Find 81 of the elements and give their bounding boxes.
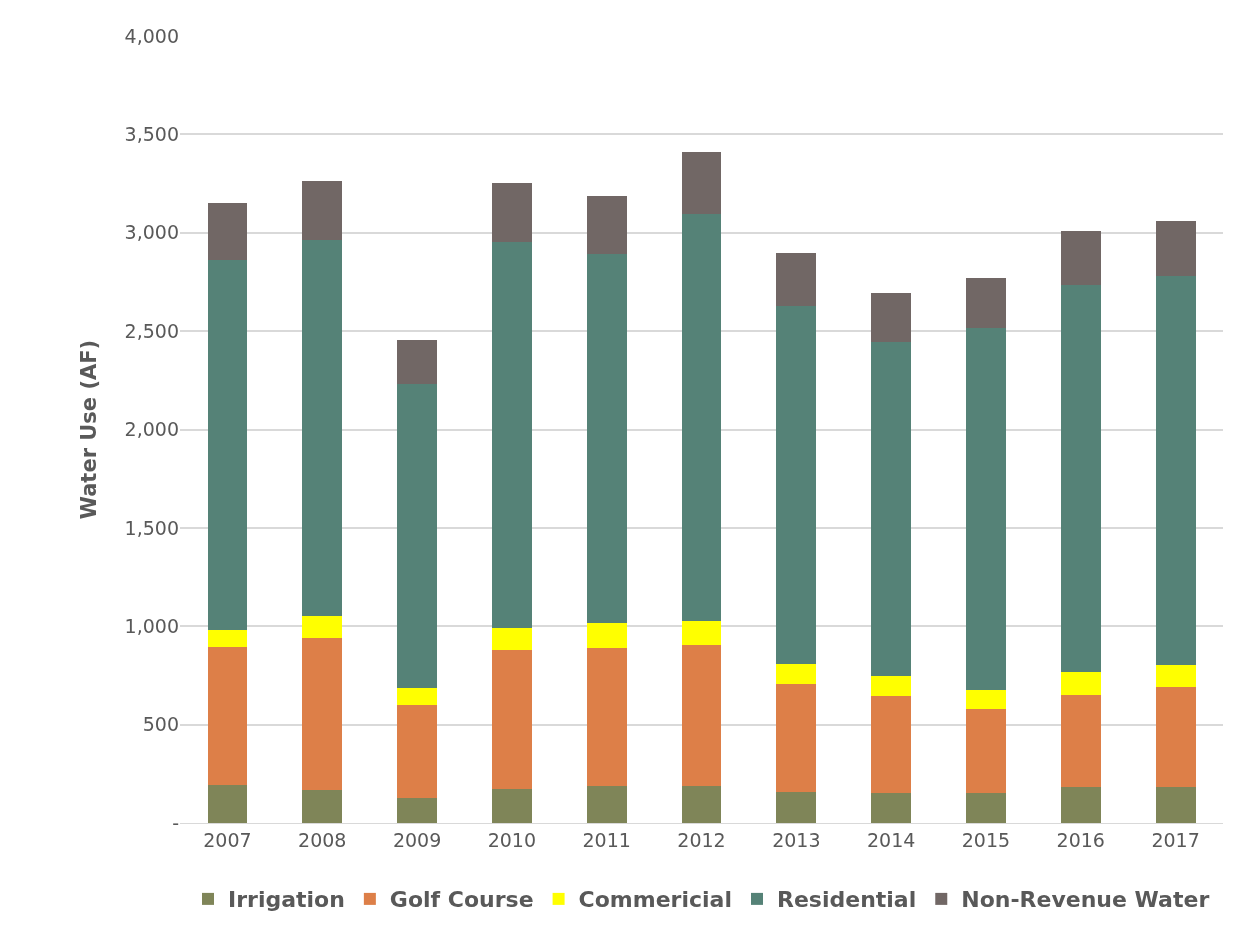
bar <box>871 696 912 794</box>
bar <box>397 339 437 385</box>
y-tick-label: 1,500 <box>124 516 179 539</box>
bar <box>207 646 248 785</box>
bar <box>776 791 817 823</box>
y-tick-label: 3,000 <box>124 221 179 244</box>
bar <box>1060 230 1101 285</box>
bar <box>397 688 437 705</box>
bar <box>586 196 627 255</box>
bar <box>1155 220 1196 277</box>
bar <box>681 152 722 215</box>
bar <box>586 623 627 648</box>
bar <box>776 663 817 685</box>
bar <box>871 793 912 823</box>
bar <box>397 704 437 799</box>
bar <box>302 616 343 639</box>
bar <box>966 708 1006 794</box>
bar <box>491 788 532 823</box>
x-tick-label: 2011 <box>582 828 631 851</box>
x-tick-label: 2007 <box>203 828 252 851</box>
bar <box>966 278 1006 329</box>
bar <box>1155 687 1196 787</box>
bar <box>1155 664 1196 688</box>
legend-label: Commericial <box>578 887 732 913</box>
bar <box>776 253 817 306</box>
bar <box>1155 786 1196 823</box>
bar <box>1060 284 1101 672</box>
bar <box>302 180 343 240</box>
bar <box>586 647 627 786</box>
bar <box>207 784 248 823</box>
legend-label: Irrigation <box>228 887 345 913</box>
bar <box>871 676 912 697</box>
bar <box>491 241 532 629</box>
bar <box>966 793 1006 823</box>
x-tick-label: 2013 <box>772 828 821 851</box>
bar <box>681 214 722 622</box>
bar <box>302 239 343 617</box>
bar <box>871 292 912 342</box>
x-tick-label: 2017 <box>1151 828 1200 851</box>
bar <box>491 649 532 789</box>
bar <box>491 628 532 650</box>
x-tick-label: 2009 <box>392 828 442 851</box>
bar <box>302 789 343 823</box>
bar <box>397 384 437 689</box>
bar <box>1155 276 1196 665</box>
legend-label: Golf Course <box>389 887 534 913</box>
x-tick-label: 2015 <box>961 828 1011 851</box>
y-tick-label: 500 <box>142 713 179 736</box>
y-tick-label: 3,500 <box>124 123 179 146</box>
bar <box>681 644 722 786</box>
x-tick-label: 2012 <box>677 828 726 851</box>
bar <box>586 254 627 624</box>
bar <box>1060 695 1101 787</box>
bar <box>397 798 437 823</box>
bar <box>776 684 817 792</box>
bar <box>207 203 248 261</box>
bar <box>871 341 912 677</box>
bar <box>207 260 248 631</box>
bar <box>681 621 722 645</box>
bar <box>302 638 343 790</box>
legend-label: Non-Revenue Water <box>961 887 1210 913</box>
x-tick-label: 2008 <box>298 828 347 851</box>
x-tick-label: 2016 <box>1056 828 1105 851</box>
bar <box>1060 671 1101 696</box>
bar <box>207 630 248 647</box>
bar <box>681 785 722 823</box>
bar <box>966 690 1006 709</box>
bar <box>586 785 627 823</box>
legend-label: Residential <box>776 887 917 913</box>
bar <box>776 305 817 664</box>
y-tick-label: 1,000 <box>124 614 179 637</box>
bar <box>491 182 532 242</box>
x-tick-label: 2010 <box>487 828 537 851</box>
y-tick-label: - <box>172 811 179 834</box>
y-axis-title: Water Use (AF) <box>76 339 101 520</box>
y-tick-label: 4,000 <box>124 24 179 47</box>
y-tick-label: 2,500 <box>124 319 179 342</box>
y-tick-label: 2,000 <box>124 418 179 441</box>
x-tick-label: 2014 <box>866 828 916 851</box>
bar <box>966 328 1006 691</box>
bar <box>1060 786 1101 823</box>
